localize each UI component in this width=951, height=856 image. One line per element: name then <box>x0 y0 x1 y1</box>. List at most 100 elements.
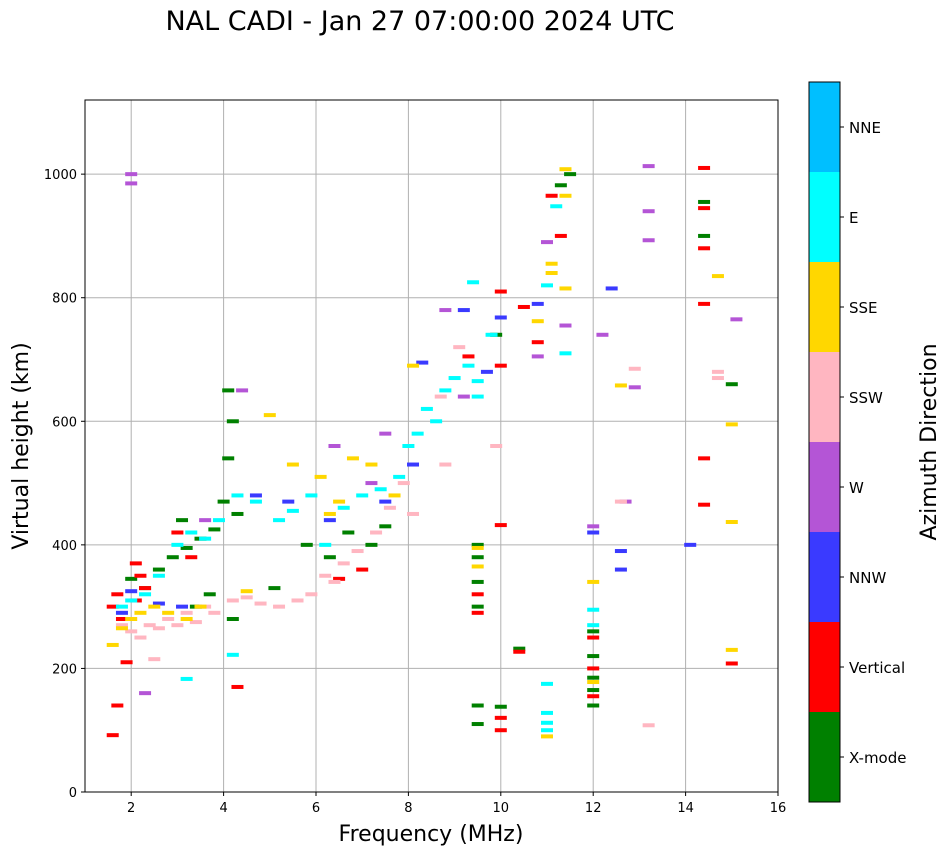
data-point-ssw <box>143 623 156 628</box>
data-point-ssw <box>125 629 138 634</box>
y-tick-label: 600 <box>52 415 77 430</box>
data-point-nnw <box>115 610 128 615</box>
data-point-e <box>139 592 152 597</box>
colorbar-label: SSW <box>849 389 883 407</box>
data-point-nnw <box>407 462 420 467</box>
data-point-nnw <box>614 549 627 554</box>
colorbar: X-mode Vertical NNW W SSW SSE E NNE <box>808 81 906 803</box>
data-point-x-mode <box>698 199 711 204</box>
y-tick-label: 1000 <box>44 168 77 183</box>
data-point-x-mode <box>342 530 355 535</box>
data-point-sse <box>545 261 558 266</box>
data-point-sse <box>365 462 378 467</box>
data-point-vertical <box>698 301 711 306</box>
x-tick-label: 10 <box>493 801 510 816</box>
data-point-w <box>125 172 138 177</box>
colorbar-segment <box>809 532 840 622</box>
data-point-ssw <box>337 561 350 566</box>
data-point-x-mode <box>323 555 336 560</box>
data-point-ssw <box>614 499 627 504</box>
data-point-sse <box>115 626 128 631</box>
data-point-e <box>152 573 165 578</box>
data-point-vertical <box>171 530 184 535</box>
x-tick-label: 16 <box>770 801 787 816</box>
data-point-sse <box>323 511 336 516</box>
data-point-sse <box>725 647 738 652</box>
data-point-vertical <box>111 703 124 708</box>
data-point-sse <box>125 617 138 621</box>
data-point-sse <box>559 193 572 198</box>
grid-lines <box>85 100 778 793</box>
data-point-sse <box>614 383 627 388</box>
x-tick-label: 8 <box>404 801 412 816</box>
data-point-e <box>430 419 443 424</box>
data-point-sse <box>346 456 359 461</box>
data-point-vertical <box>587 635 600 640</box>
data-point-x-mode <box>268 586 281 591</box>
data-point-sse <box>162 610 175 615</box>
data-point-x-mode <box>471 579 484 584</box>
data-point-vertical <box>494 715 507 720</box>
data-point-x-mode <box>587 629 600 634</box>
colorbar-title: Azimuth Direction <box>917 343 942 540</box>
data-point-ssw <box>711 369 724 374</box>
data-point-nnw <box>249 493 262 498</box>
data-point-ssw <box>226 598 239 603</box>
data-point-e <box>420 406 433 411</box>
data-point-sse <box>148 604 161 609</box>
data-point-x-mode <box>554 183 567 188</box>
data-point-e <box>249 499 262 504</box>
data-point-e <box>212 518 225 523</box>
colorbar-label: Vertical <box>849 659 905 677</box>
colorbar-segment <box>809 262 840 352</box>
chart-title: NAL CADI - Jan 27 07:00:00 2024 UTC <box>165 6 675 37</box>
data-point-e <box>402 444 415 448</box>
data-point-vertical <box>725 661 738 666</box>
data-point-w <box>199 518 212 523</box>
data-point-e <box>485 332 498 337</box>
data-point-w <box>642 209 655 214</box>
data-point-nnw <box>531 301 544 306</box>
data-point-ssw <box>407 511 420 516</box>
data-point-x-mode <box>203 592 216 597</box>
colorbar-label: E <box>849 209 858 227</box>
y-axis-label: Virtual height (km) <box>9 342 34 549</box>
data-point-e <box>467 280 480 285</box>
data-point-ssw <box>189 620 202 625</box>
data-point-sse <box>559 167 572 172</box>
data-point-w <box>379 431 392 436</box>
data-point-ssw <box>180 610 193 615</box>
x-tick-label: 6 <box>312 801 320 816</box>
data-point-x-mode <box>587 675 600 680</box>
data-point-vertical <box>356 567 369 572</box>
data-point-e <box>411 431 424 436</box>
data-point-x-mode <box>226 617 239 621</box>
data-point-x-mode <box>152 567 165 572</box>
data-point-ssw <box>439 462 452 467</box>
data-point-e <box>319 542 332 547</box>
data-point-sse <box>314 474 327 479</box>
data-point-vertical <box>231 684 244 689</box>
data-point-sse <box>388 493 401 498</box>
data-point-nnw <box>282 499 295 504</box>
x-tick-label: 12 <box>585 801 602 816</box>
data-point-vertical <box>698 165 711 170</box>
data-point-e <box>541 728 553 733</box>
data-point-ssw <box>490 444 503 448</box>
data-point-ssw <box>434 394 447 399</box>
data-point-vertical <box>134 573 147 578</box>
data-point-vertical <box>333 576 346 581</box>
data-point-vertical <box>471 592 484 597</box>
data-point-vertical <box>698 502 711 507</box>
plot-frame <box>84 99 779 793</box>
x-ticks: 2 4 6 8 10 12 14 16 <box>127 792 786 816</box>
data-point-ssw <box>328 579 341 584</box>
data-point-ssw <box>152 626 165 631</box>
data-point-ssw <box>628 366 641 371</box>
data-point-x-mode <box>176 518 189 523</box>
data-point-e <box>115 604 128 609</box>
data-point-e <box>541 720 553 725</box>
data-point-w <box>125 181 138 186</box>
data-point-vertical <box>111 592 124 597</box>
data-point-x-mode <box>226 419 239 424</box>
